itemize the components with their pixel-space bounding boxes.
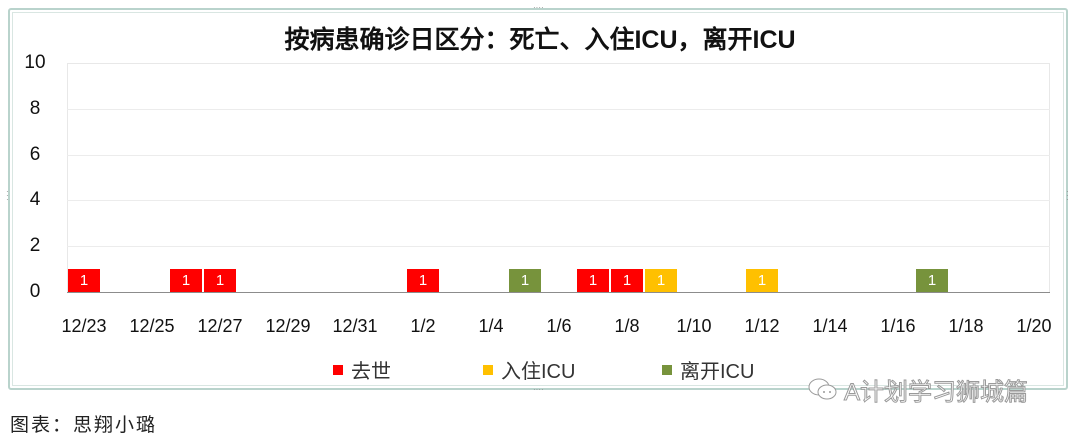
- legend-item-leave-icu[interactable]: 离开ICU: [662, 355, 754, 384]
- y-tick: 2: [29, 235, 41, 256]
- wechat-icon: [808, 378, 838, 402]
- resize-handle-bottom[interactable]: ····: [533, 385, 544, 394]
- resize-handle-top[interactable]: ····: [533, 3, 544, 12]
- y-tick: 6: [29, 144, 41, 165]
- y-tick: 0: [29, 281, 41, 302]
- x-tick: 1/18: [948, 316, 984, 336]
- legend-label: 入住ICU: [501, 361, 576, 383]
- bar-leave-icu[interactable]: 1: [916, 269, 948, 292]
- gridline-8: [67, 109, 1050, 110]
- chart-title: 按病患确诊日区分：死亡、入住ICU，离开ICU: [284, 26, 796, 54]
- chart-frame-inner: [12, 12, 1064, 386]
- bar-death[interactable]: 1: [68, 269, 100, 292]
- legend-item-enter-icu[interactable]: 入住ICU: [483, 355, 575, 384]
- y-tick: 10: [24, 52, 46, 73]
- x-tick: 1/14: [812, 316, 848, 336]
- legend-label: 去世: [351, 361, 391, 383]
- legend-item-death[interactable]: 去世: [333, 355, 391, 384]
- x-tick: 12/29: [265, 316, 311, 336]
- chart-frame[interactable]: [8, 8, 1068, 390]
- x-tick: 12/25: [129, 316, 175, 336]
- bar-death[interactable]: 1: [407, 269, 439, 292]
- x-tick: 1/16: [880, 316, 916, 336]
- legend-swatch-green: [662, 364, 672, 375]
- x-tick: 1/12: [744, 316, 780, 336]
- figure-caption: 图表：思翔小璐: [10, 415, 158, 436]
- bar-death[interactable]: 1: [611, 269, 643, 292]
- bar-death[interactable]: 1: [204, 269, 236, 292]
- bar-enter-icu[interactable]: 1: [746, 269, 778, 292]
- x-tick: 1/4: [478, 316, 504, 336]
- x-tick: 12/23: [61, 316, 107, 336]
- gridline-6: [67, 155, 1050, 156]
- y-tick: 4: [29, 189, 41, 210]
- legend-label: 离开ICU: [680, 361, 755, 383]
- gridline-4: [67, 200, 1050, 201]
- bar-death[interactable]: 1: [577, 269, 609, 292]
- watermark: A计划学习狮城篇: [808, 372, 1029, 407]
- x-axis-line: [67, 292, 1050, 293]
- x-tick: 1/20: [1016, 316, 1052, 336]
- x-tick: 1/6: [546, 316, 572, 336]
- bar-death[interactable]: 1: [170, 269, 202, 292]
- y-tick: 8: [29, 98, 41, 119]
- resize-handle-left[interactable]: · · ·: [6, 187, 9, 204]
- bar-enter-icu[interactable]: 1: [645, 269, 677, 292]
- x-tick: 1/10: [676, 316, 712, 336]
- resize-handle-right[interactable]: · · ·: [1066, 187, 1069, 204]
- watermark-text: A计划学习狮城篇: [843, 379, 1029, 407]
- x-tick: 1/8: [614, 316, 640, 336]
- legend-swatch-red: [333, 364, 343, 375]
- plot-area: [67, 63, 1050, 292]
- x-tick: 1/2: [410, 316, 436, 336]
- bar-leave-icu[interactable]: 1: [509, 269, 541, 292]
- x-tick: 12/27: [197, 316, 243, 336]
- legend-swatch-yellow: [483, 364, 493, 375]
- x-tick: 12/31: [332, 316, 378, 336]
- gridline-2: [67, 246, 1050, 247]
